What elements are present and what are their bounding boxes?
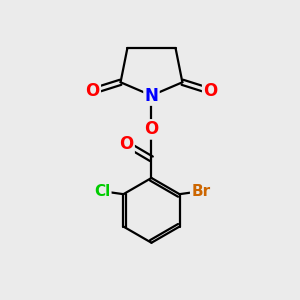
Text: O: O xyxy=(144,120,159,138)
Text: N: N xyxy=(145,86,158,104)
Text: O: O xyxy=(203,82,218,100)
Text: O: O xyxy=(119,135,134,153)
Text: O: O xyxy=(85,82,100,100)
Text: Br: Br xyxy=(191,184,210,199)
Text: Cl: Cl xyxy=(94,184,110,199)
